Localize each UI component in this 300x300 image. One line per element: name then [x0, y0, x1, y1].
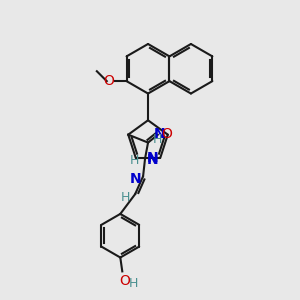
Text: O: O: [161, 127, 172, 141]
Text: H: H: [130, 154, 139, 167]
Text: H: H: [128, 277, 138, 290]
Text: N: N: [147, 153, 159, 167]
Text: H: H: [121, 190, 130, 204]
Text: N: N: [130, 172, 141, 186]
Text: O: O: [119, 274, 130, 288]
Text: H: H: [153, 133, 163, 146]
Text: N: N: [147, 151, 158, 165]
Text: N: N: [154, 127, 166, 141]
Text: O: O: [103, 74, 114, 88]
